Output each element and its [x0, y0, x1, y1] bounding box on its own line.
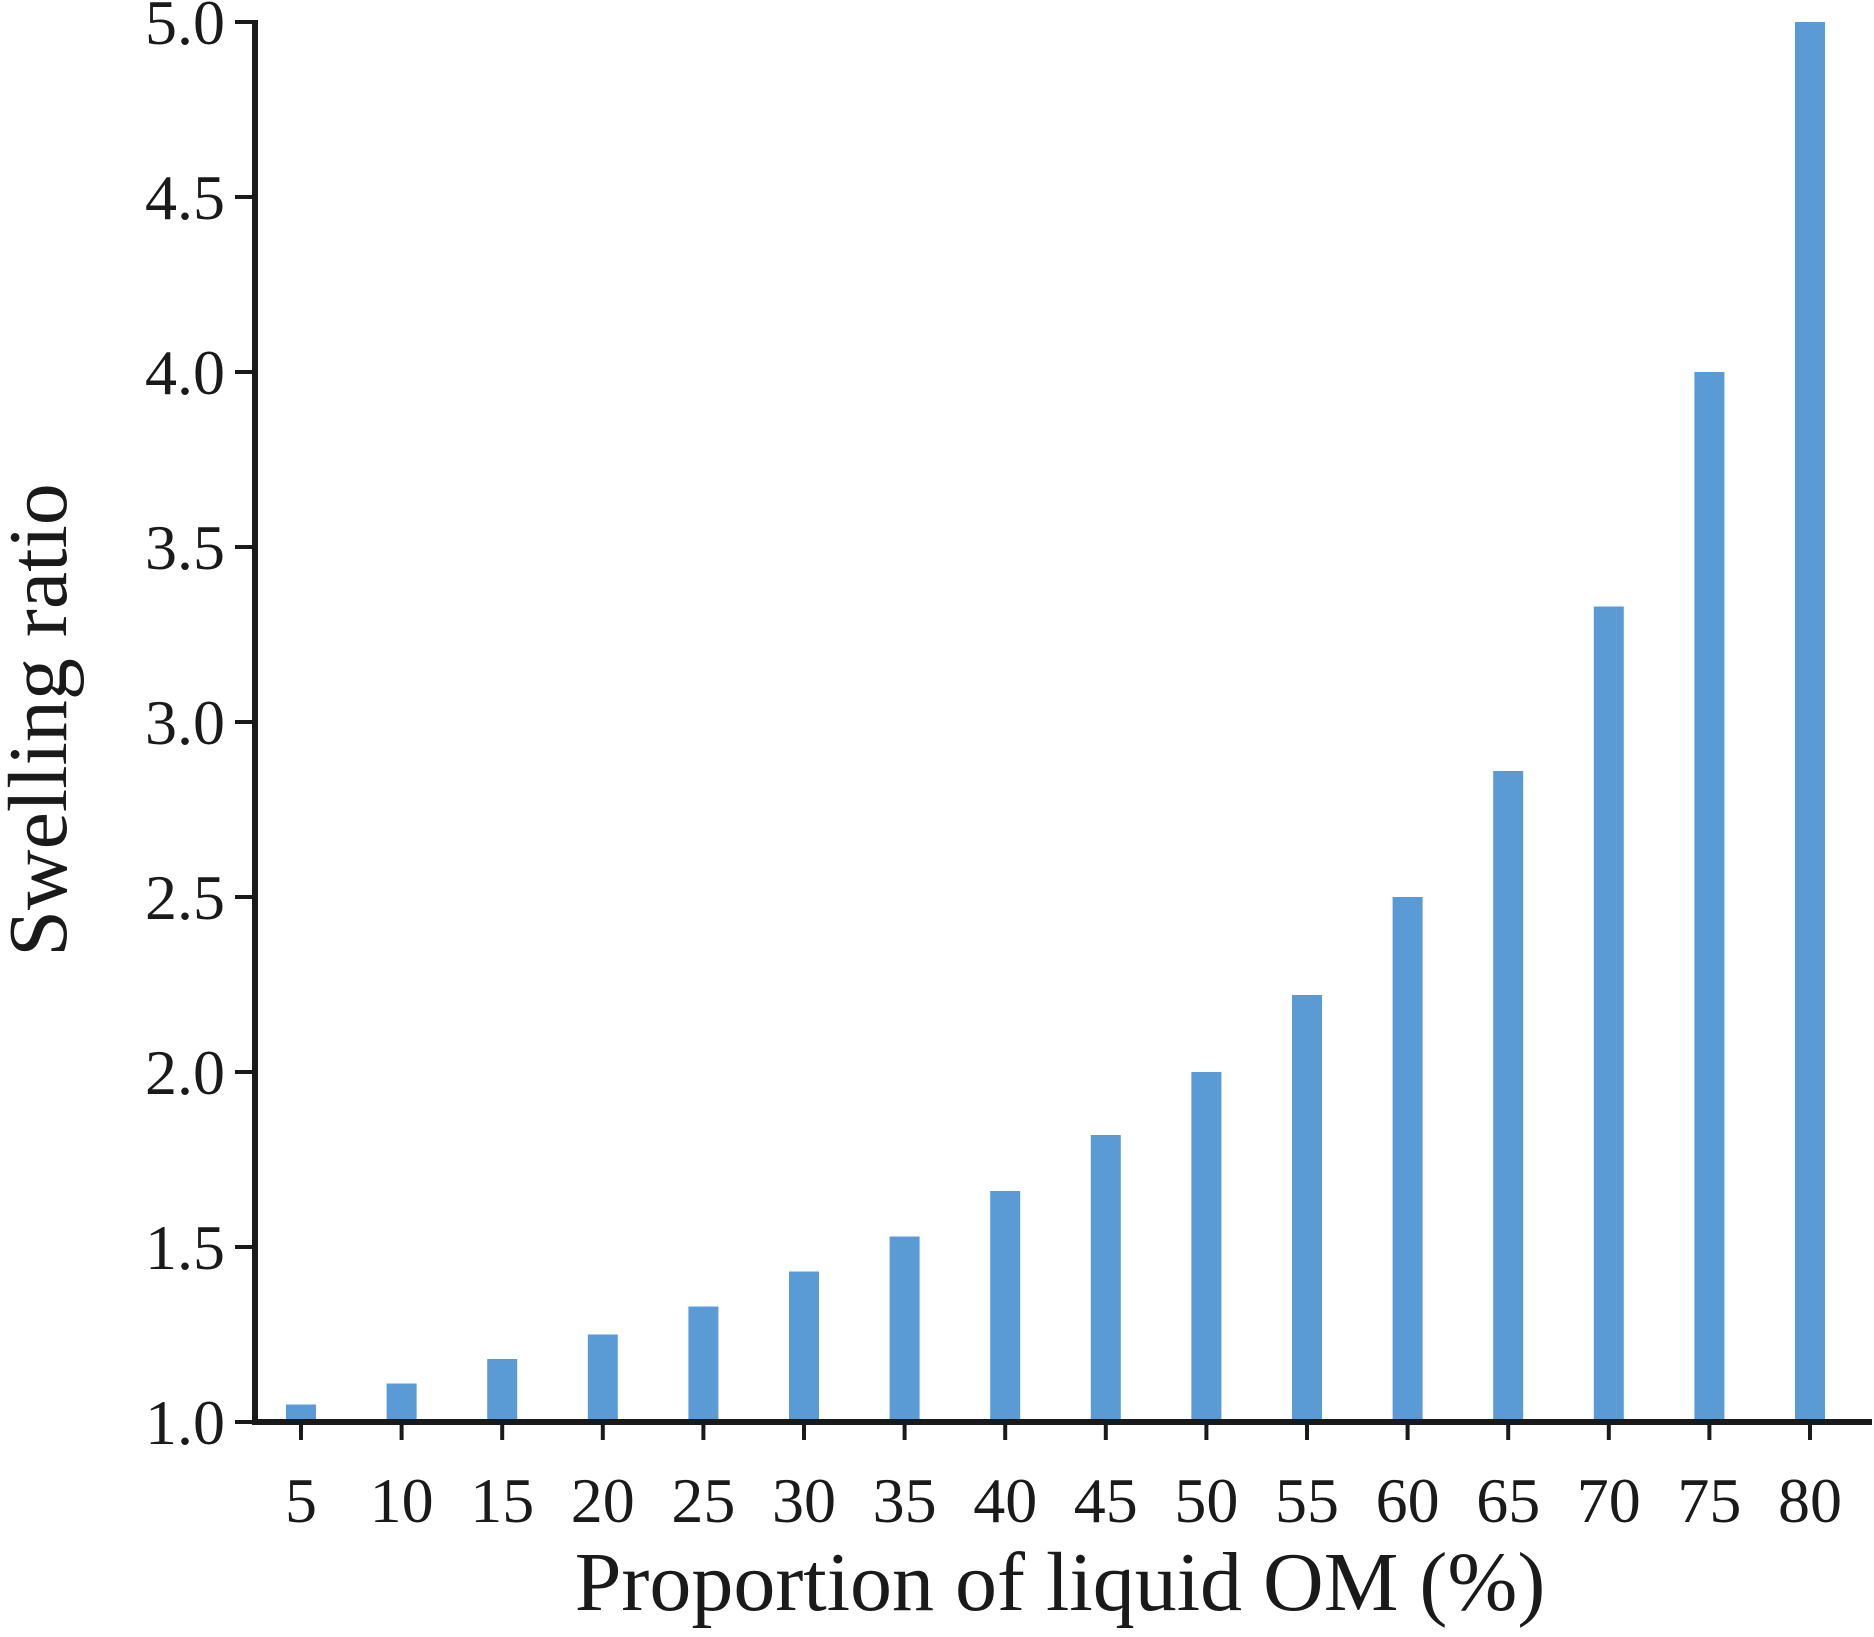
- x-tick-label-15: 15: [470, 1465, 534, 1536]
- bar-60: [1392, 897, 1423, 1422]
- bar-50: [1191, 1072, 1222, 1422]
- x-tick-label-20: 20: [571, 1465, 635, 1536]
- x-tick-label-10: 10: [370, 1465, 434, 1536]
- y-tick-label-1.0: 1.0: [145, 1387, 225, 1458]
- x-tick-label-50: 50: [1174, 1465, 1238, 1536]
- bar-70: [1593, 606, 1624, 1422]
- y-tick-label-2.5: 2.5: [145, 862, 225, 933]
- bar-20: [587, 1334, 618, 1422]
- bar-25: [688, 1306, 719, 1422]
- x-tick-label-35: 35: [873, 1465, 937, 1536]
- x-axis-ticks: 5 10 15 20 25 30 35 40 45 50 55 60 65 70 75 80: [285, 1422, 1842, 1536]
- x-axis-label: Proportion of liquid OM (%): [575, 1536, 1546, 1629]
- bar-35: [889, 1236, 920, 1422]
- x-tick-label-25: 25: [671, 1465, 735, 1536]
- x-tick-label-80: 80: [1778, 1465, 1842, 1536]
- bar-10: [386, 1383, 417, 1422]
- x-tick-label-55: 55: [1275, 1465, 1339, 1536]
- bar-75: [1694, 372, 1725, 1422]
- x-tick-label-65: 65: [1476, 1465, 1540, 1536]
- bar-55: [1292, 995, 1322, 1422]
- x-tick-label-75: 75: [1677, 1465, 1741, 1536]
- y-tick-label-2.0: 2.0: [145, 1037, 225, 1108]
- y-axis-ticks: 1.0 1.5 2.0 2.5 3.0 3.5 4.0 4.5 5.0: [145, 0, 255, 1458]
- bar-5: [286, 1404, 316, 1422]
- y-tick-label-4.5: 4.5: [145, 162, 225, 233]
- bar-45: [1090, 1135, 1121, 1422]
- bar-15: [487, 1359, 518, 1422]
- y-tick-label-4.0: 4.0: [145, 337, 225, 408]
- y-tick-label-3.5: 3.5: [145, 512, 225, 583]
- y-tick-label-1.5: 1.5: [145, 1212, 225, 1283]
- bar-65: [1493, 771, 1524, 1422]
- bar-80: [1795, 22, 1825, 1422]
- y-tick-label-3.0: 3.0: [145, 687, 225, 758]
- y-axis-label: Swelling ratio: [0, 483, 85, 957]
- x-tick-label-70: 70: [1577, 1465, 1641, 1536]
- x-tick-label-40: 40: [973, 1465, 1037, 1536]
- bars-group: [286, 22, 1825, 1422]
- x-tick-label-45: 45: [1074, 1465, 1138, 1536]
- x-tick-label-5: 5: [285, 1465, 317, 1536]
- bar-40: [990, 1191, 1021, 1422]
- x-tick-label-60: 60: [1376, 1465, 1440, 1536]
- x-tick-label-30: 30: [772, 1465, 836, 1536]
- y-tick-label-5.0: 5.0: [145, 0, 225, 58]
- bar-30: [789, 1271, 819, 1422]
